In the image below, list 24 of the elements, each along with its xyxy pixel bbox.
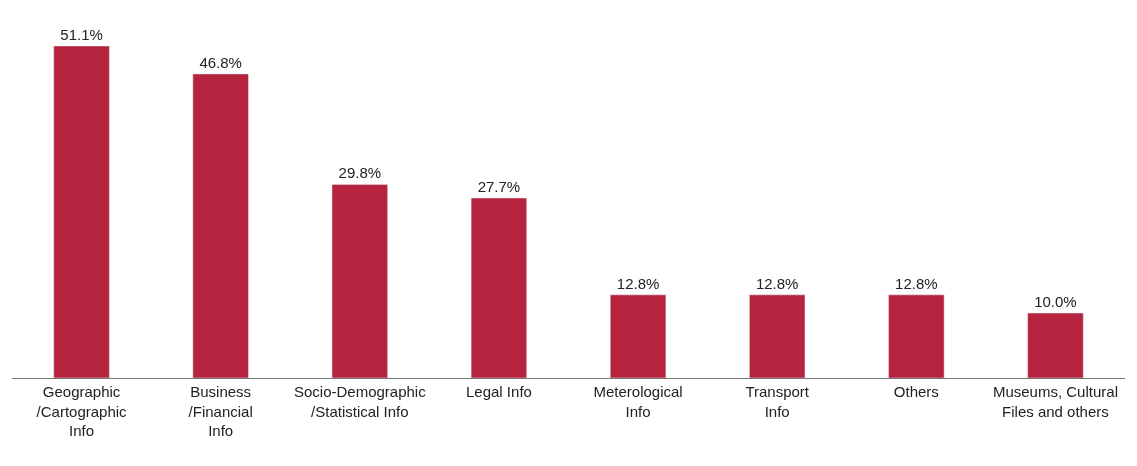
x-tick-label: Museums, Cultural Files and others: [992, 383, 1118, 420]
data-label: 46.8%: [199, 53, 242, 71]
data-label: 12.8%: [616, 274, 660, 292]
data-label: 27.7%: [477, 178, 521, 196]
data-label: 10.0%: [1034, 293, 1077, 311]
x-tick-label: Transport Info: [745, 383, 810, 420]
data-label: 12.8%: [755, 274, 799, 292]
data-label: 29.8%: [338, 164, 382, 182]
bar: [331, 184, 388, 378]
x-tick-label: Legal Info: [465, 383, 532, 400]
bar: [192, 73, 249, 378]
x-tick-label: Socio-Demographic /Statistical Info: [293, 383, 427, 420]
data-label: 51.1%: [60, 26, 103, 43]
bar: [470, 197, 528, 378]
x-tick-label: Business /Financial Info: [188, 383, 253, 439]
x-tick-label: Geographic /Cartographic Info: [36, 383, 128, 439]
x-tick-label: Meterological Info: [593, 383, 683, 420]
bar: [1027, 312, 1084, 378]
bar: [749, 294, 806, 378]
data-label: 12.8%: [895, 274, 938, 292]
bar: [888, 294, 945, 378]
bar: [53, 46, 110, 378]
bar: [609, 294, 667, 378]
x-tick-label: Others: [893, 383, 939, 400]
